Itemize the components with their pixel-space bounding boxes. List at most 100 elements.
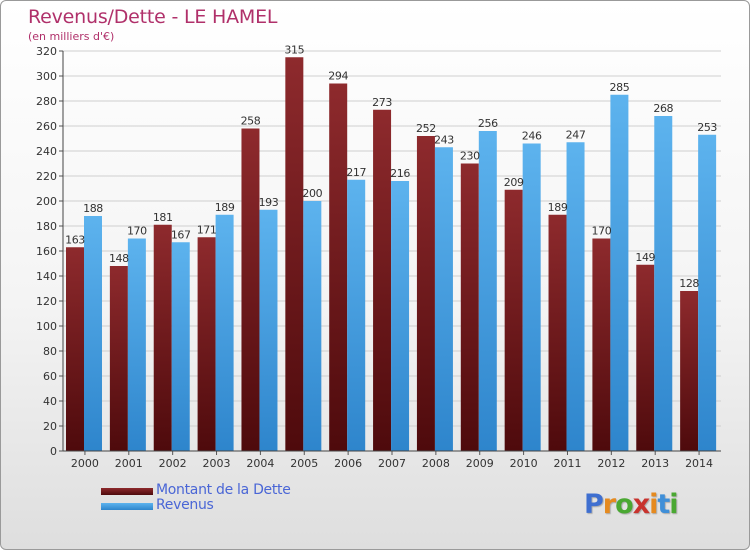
bar-revenue-2002 <box>171 242 190 451</box>
data-label-revenue-2001: 170 <box>127 225 147 238</box>
data-label-debt-2000: 163 <box>65 233 85 246</box>
y-tick-label: 80 <box>43 345 57 358</box>
bar-revenue-2008 <box>434 147 453 451</box>
data-label-revenue-2003: 189 <box>215 201 235 214</box>
data-label-debt-2006: 294 <box>328 70 348 83</box>
y-tick-label: 0 <box>50 445 57 458</box>
x-tick-label-2012: 2012 <box>597 457 625 470</box>
legend-label-revenue: Revenus <box>156 497 214 513</box>
logo-letter: P <box>584 489 604 520</box>
x-tick-label-2006: 2006 <box>334 457 362 470</box>
x-tick-label-2005: 2005 <box>290 457 318 470</box>
x-tick-label-2008: 2008 <box>422 457 450 470</box>
data-label-revenue-2002: 167 <box>171 228 191 241</box>
bar-revenue-2004 <box>259 209 278 451</box>
x-tick-label-2014: 2014 <box>685 457 713 470</box>
bar-revenue-2005 <box>303 201 322 451</box>
data-label-debt-2014: 128 <box>679 277 699 290</box>
bar-revenue-2011 <box>566 142 585 451</box>
x-tick-label-2003: 2003 <box>203 457 231 470</box>
data-label-revenue-2013: 268 <box>653 102 673 115</box>
y-tick-label: 320 <box>36 45 57 58</box>
data-label-debt-2010: 209 <box>504 176 524 189</box>
y-tick-label: 160 <box>36 245 57 258</box>
data-label-debt-2007: 273 <box>372 96 392 109</box>
bar-debt-2010 <box>504 189 523 451</box>
logo-letter: i <box>669 489 678 520</box>
proxiti-logo: Proxiti <box>584 489 679 520</box>
y-tick-label: 20 <box>43 420 57 433</box>
legend-swatch-revenue <box>101 503 153 510</box>
bar-debt-2007 <box>373 109 392 451</box>
logo-letter: x <box>632 489 650 520</box>
y-tick-label: 220 <box>36 170 57 183</box>
bar-revenue-2012 <box>610 94 629 451</box>
bar-debt-2009 <box>460 163 479 451</box>
bar-revenue-2010 <box>522 143 541 451</box>
data-label-revenue-2004: 193 <box>259 196 279 209</box>
x-tick-label-2001: 2001 <box>115 457 143 470</box>
x-tick-label-2007: 2007 <box>378 457 406 470</box>
y-tick-label: 280 <box>36 95 57 108</box>
axes: 0 20 40 60 80 100 120 140 160 180 200 220 240 260 280 3… <box>36 45 721 470</box>
legend-label-debt: Montant de la Dette <box>156 482 291 498</box>
x-tick-label-2013: 2013 <box>641 457 669 470</box>
y-tick-label: 240 <box>36 145 57 158</box>
logo-letter: i <box>649 489 658 520</box>
data-label-debt-2002: 181 <box>153 211 173 224</box>
data-label-debt-2004: 258 <box>241 115 261 128</box>
y-tick-label: 140 <box>36 270 57 283</box>
bar-revenue-2000 <box>84 216 102 451</box>
data-label-revenue-2000: 188 <box>83 202 103 215</box>
data-label-debt-2011: 189 <box>548 201 568 214</box>
bar-debt-2008 <box>416 136 435 451</box>
data-label-debt-2012: 170 <box>592 225 612 238</box>
data-label-revenue-2012: 285 <box>610 81 630 94</box>
bar-debt-2001 <box>109 266 128 451</box>
bar-debt-2011 <box>548 214 567 451</box>
y-tick-label: 60 <box>43 370 57 383</box>
chart-subtitle: (en milliers d'€) <box>28 30 115 43</box>
data-label-revenue-2006: 217 <box>346 166 366 179</box>
bar-debt-2012 <box>592 238 611 451</box>
x-tick-label-2011: 2011 <box>553 457 581 470</box>
legend-swatch-debt <box>101 488 153 495</box>
data-label-revenue-2009: 256 <box>478 117 498 130</box>
data-label-debt-2013: 149 <box>635 251 655 264</box>
bar-revenue-2006 <box>347 179 366 451</box>
y-tick-label: 120 <box>36 295 57 308</box>
data-label-revenue-2010: 246 <box>522 130 542 143</box>
y-tick-label: 260 <box>36 120 57 133</box>
bar-debt-2013 <box>636 264 655 451</box>
logo-letter: r <box>602 489 616 520</box>
bar-revenue-2001 <box>127 238 146 451</box>
data-label-debt-2005: 315 <box>284 43 304 56</box>
bars <box>66 57 717 451</box>
x-tick-label-2004: 2004 <box>246 457 274 470</box>
logo-letter: o <box>615 489 634 520</box>
data-label-debt-2001: 148 <box>109 252 129 265</box>
y-tick-label: 100 <box>36 320 57 333</box>
data-label-debt-2008: 252 <box>416 122 436 135</box>
data-labels: 163 188 148 170 181 167 171 189 258 193 315 200 294 2… <box>65 43 718 290</box>
bar-debt-2014 <box>680 291 699 451</box>
x-tick-label-2010: 2010 <box>510 457 538 470</box>
data-label-revenue-2008: 243 <box>434 133 454 146</box>
bar-revenue-2014 <box>698 134 717 451</box>
chart-title: Revenus/Dette - LE HAMEL <box>28 6 278 28</box>
y-tick-label: 180 <box>36 220 57 233</box>
bar-debt-2006 <box>329 83 348 451</box>
bar-revenue-2013 <box>654 116 673 451</box>
y-tick-label: 200 <box>36 195 57 208</box>
x-tick-label-2000: 2000 <box>71 457 99 470</box>
bar-debt-2002 <box>153 224 172 451</box>
bar-revenue-2009 <box>478 131 497 451</box>
data-label-revenue-2005: 200 <box>302 187 322 200</box>
bar-debt-2003 <box>197 237 216 451</box>
data-label-revenue-2014: 253 <box>697 121 717 134</box>
bar-revenue-2003 <box>215 214 234 451</box>
bar-debt-2005 <box>285 57 304 451</box>
y-tick-label: 300 <box>36 70 57 83</box>
